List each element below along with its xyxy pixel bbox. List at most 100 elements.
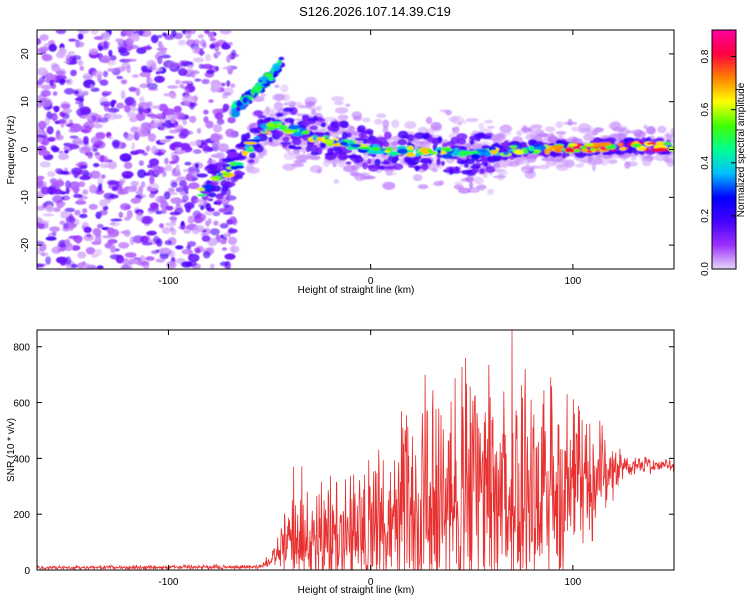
heatmap-blob [230,109,241,118]
heatmap-blob [260,93,267,97]
heatmap-blob [124,205,131,210]
heatmap-blob [210,133,221,142]
heatmap-blob [387,155,399,163]
tick-label: 0.8 [700,49,711,63]
heatmap-blob [126,111,137,118]
heatmap-blob [217,143,229,153]
heatmap-blob [130,180,139,187]
heatmap-blob [139,96,145,103]
heatmap-blob [331,120,339,128]
heatmap-blob [436,157,441,166]
heatmap-blob [184,101,191,106]
heatmap-blob [209,37,217,42]
heatmap-blob [427,148,433,153]
heatmap-blob [192,95,198,103]
heatmap-blob [175,245,184,250]
heatmap-blob [171,172,182,177]
heatmap-blob [186,261,197,267]
heatmap-blob [296,113,302,117]
heatmap-blob [266,122,275,128]
heatmap-blob [192,210,202,219]
heatmap-blob [657,125,667,134]
tick-label: 800 [13,343,30,354]
heatmap-blob [568,143,578,147]
heatmap-blob [562,153,571,157]
heatmap-blob [140,181,146,188]
heatmap-blob [59,220,66,225]
heatmap-blob [392,163,404,170]
heatmap-blob [77,33,84,40]
heatmap-blob [584,142,594,147]
heatmap-blob [64,207,76,213]
heatmap-blob [485,165,496,173]
heatmap-blob [149,202,159,210]
heatmap-blob [146,230,157,236]
heatmap-blob [365,128,374,135]
heatmap-blob [317,105,322,112]
heatmap-blob [471,167,479,174]
heatmap-blob [365,139,378,145]
heatmap-blob [167,187,175,193]
heatmap-blob [128,86,137,92]
heatmap-blob [516,157,521,164]
heatmap-blob [245,164,255,173]
heatmap-blob [39,161,51,168]
heatmap-blob [120,264,133,269]
tick-label: 20 [20,48,31,60]
heatmap-blob [292,137,302,146]
heatmap-blob [120,79,128,85]
heatmap-blob [607,159,618,165]
heatmap-blob [176,176,188,182]
heatmap-blob [463,163,469,168]
heatmap-blob [68,144,80,150]
heatmap-blob [198,139,210,145]
heatmap-blob [241,150,249,156]
heatmap-blob [181,249,192,255]
heatmap-blob [266,117,271,122]
heatmap-blob [514,149,524,155]
heatmap-blob [37,67,48,77]
heatmap-blob [333,179,340,184]
heatmap-blob [209,43,216,49]
heatmap-blob [157,150,162,157]
heatmap-blob [40,186,51,195]
heatmap-blob [42,213,55,217]
heatmap-blob [578,123,591,132]
heatmap-blob [219,223,229,229]
heatmap-blob [210,263,215,269]
heatmap-blob [631,154,637,162]
heatmap-blob [209,65,219,73]
heatmap-blob [220,82,226,87]
heatmap-blob [65,216,76,224]
heatmap-blob [420,157,432,164]
heatmap-blob [362,162,368,170]
heatmap-blob [63,60,70,64]
heatmap-blob [613,150,621,154]
heatmap-blob [665,158,674,164]
heatmap-blob [406,134,415,142]
heatmap-blob [39,34,49,41]
tick-label: 0 [368,577,374,588]
heatmap-blob [227,116,236,124]
heatmap-blob [479,168,485,174]
colorbar-gradient [712,30,736,269]
heatmap-blob [351,143,362,148]
heatmap-blob [405,152,416,157]
heatmap-blob [201,235,211,242]
heatmap-blob [651,148,659,152]
heatmap-blob [270,121,283,124]
heatmap-blob [230,130,237,139]
heatmap-blob [138,102,150,109]
heatmap-blob [82,208,88,214]
heatmap-blob [187,64,193,73]
heatmap-blob [122,174,132,179]
heatmap-blob [183,229,191,234]
heatmap-blob [119,180,124,186]
heatmap-blob [469,139,475,145]
heatmap-blob [207,198,214,202]
heatmap-blob [297,105,311,109]
heatmap-blob [384,166,396,170]
tick-label: 0 [20,146,31,152]
heatmap-blob [83,136,89,145]
